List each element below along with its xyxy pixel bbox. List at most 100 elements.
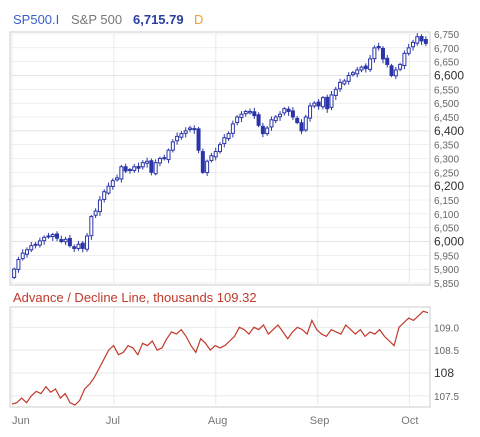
adline-y-tick-label: 108.5 — [434, 346, 459, 357]
adline-gridlines — [10, 309, 430, 405]
header-symbol[interactable]: SP500.I — [13, 12, 59, 27]
price-candle-body — [338, 81, 343, 90]
price-candle-body — [303, 116, 308, 131]
price-candle-body — [213, 151, 218, 158]
price-candle-body — [67, 237, 72, 247]
price-candle-body — [196, 128, 201, 151]
price-y-tick-label: 6,700 — [434, 44, 459, 55]
price-candle-body — [93, 210, 98, 216]
price-candle-body — [187, 127, 192, 130]
adline-title: Advance / Decline Line, thousands 109.32 — [13, 290, 257, 305]
price-candle-body — [346, 75, 351, 82]
price-candle-body — [170, 141, 175, 151]
price-candle-body — [192, 128, 197, 131]
header-interval[interactable]: D — [194, 12, 203, 27]
price-y-tick-label: 6,000 — [434, 235, 464, 249]
price-candle-body — [149, 160, 154, 173]
price-candle-body — [269, 119, 274, 128]
price-candle-body — [157, 158, 162, 164]
price-y-tick-label: 6,050 — [434, 224, 459, 235]
price-candle-body — [410, 41, 415, 48]
price-y-tick-label: 6,100 — [434, 210, 459, 221]
price-candle-body — [106, 185, 111, 194]
price-candle-body — [419, 35, 424, 42]
price-candle-body — [312, 102, 317, 107]
price-candle-body — [286, 108, 291, 112]
price-candle-body — [59, 239, 64, 243]
adline-y-tick-label: 109.0 — [434, 323, 459, 334]
price-candle-body — [153, 162, 158, 175]
price-y-tick-label: 6,450 — [434, 113, 459, 124]
adline-series — [11, 310, 429, 406]
x-tick-label: Aug — [208, 415, 228, 427]
x-tick-label: Jun — [12, 415, 30, 427]
price-candle-body — [243, 110, 248, 115]
price-y-tick-label: 6,250 — [434, 168, 459, 179]
price-candle-body — [402, 52, 407, 67]
price-candle-body — [205, 160, 210, 174]
price-candle-body — [393, 69, 398, 77]
price-y-tick-label: 5,950 — [434, 251, 459, 262]
price-candle-body — [252, 111, 257, 117]
price-candle-body — [136, 166, 141, 169]
price-candle-body — [333, 88, 338, 96]
price-candle-body — [63, 238, 68, 243]
price-candle-body — [179, 133, 184, 138]
price-candle-body — [325, 96, 330, 110]
price-y-tick-label: 6,300 — [434, 155, 459, 166]
price-y-tick-label: 6,550 — [434, 85, 459, 96]
price-candle-body — [278, 113, 283, 118]
price-candle-body — [355, 69, 360, 75]
price-candle-body — [389, 65, 394, 76]
price-candle-body — [256, 114, 261, 126]
price-candle-body — [359, 66, 364, 71]
price-candle-body — [97, 199, 102, 213]
price-y-tick-label: 6,600 — [434, 69, 464, 83]
price-candle-body — [119, 166, 124, 180]
price-candle-body — [89, 216, 94, 237]
price-candle-body — [368, 58, 373, 70]
price-candle-body — [329, 94, 334, 108]
price-candle-body — [376, 45, 381, 49]
price-candle-body — [423, 39, 428, 44]
price-candle-body — [217, 144, 223, 153]
price-candle-body — [299, 122, 304, 132]
price-candle-body — [162, 157, 167, 160]
price-candle-body — [308, 105, 313, 119]
price-candle-body — [273, 116, 278, 122]
price-candle-body — [29, 245, 34, 251]
price-y-tick-label: 5,900 — [434, 265, 459, 276]
x-tick-label: Oct — [401, 415, 418, 427]
price-candle-body — [102, 191, 107, 200]
price-candle-body — [115, 177, 120, 181]
price-candle-body — [320, 97, 325, 108]
price-candle-body — [85, 235, 90, 250]
price-candle-body — [222, 137, 227, 145]
price-candle-body — [295, 117, 300, 124]
price-candle-body — [42, 236, 47, 242]
price-candle-body — [127, 169, 132, 172]
price-candle-body — [72, 246, 77, 249]
price-candle-body — [50, 234, 55, 238]
price-y-tick-label: 6,350 — [434, 141, 459, 152]
adline-y-axis: 107.5 108 108.5 109.0 — [434, 323, 459, 403]
x-tick-label: Sep — [310, 415, 330, 427]
price-candle-body — [380, 47, 385, 60]
price-candle-body — [415, 36, 420, 44]
price-candle-body — [16, 258, 21, 270]
price-candle-body — [372, 47, 377, 60]
price-gridlines — [10, 33, 430, 284]
price-candle-body — [398, 63, 403, 70]
price-candle-body — [110, 180, 115, 187]
price-candle-body — [265, 127, 270, 135]
price-candle-body — [123, 166, 128, 172]
price-candle-body — [248, 110, 253, 114]
price-candle-body — [37, 240, 42, 246]
price-candle-body — [175, 135, 180, 142]
price-y-tick-label: 6,400 — [434, 124, 464, 138]
price-candle-body — [55, 233, 60, 239]
price-candle-body — [316, 101, 321, 107]
price-candle-body — [209, 155, 214, 161]
price-candle-body — [76, 243, 81, 249]
